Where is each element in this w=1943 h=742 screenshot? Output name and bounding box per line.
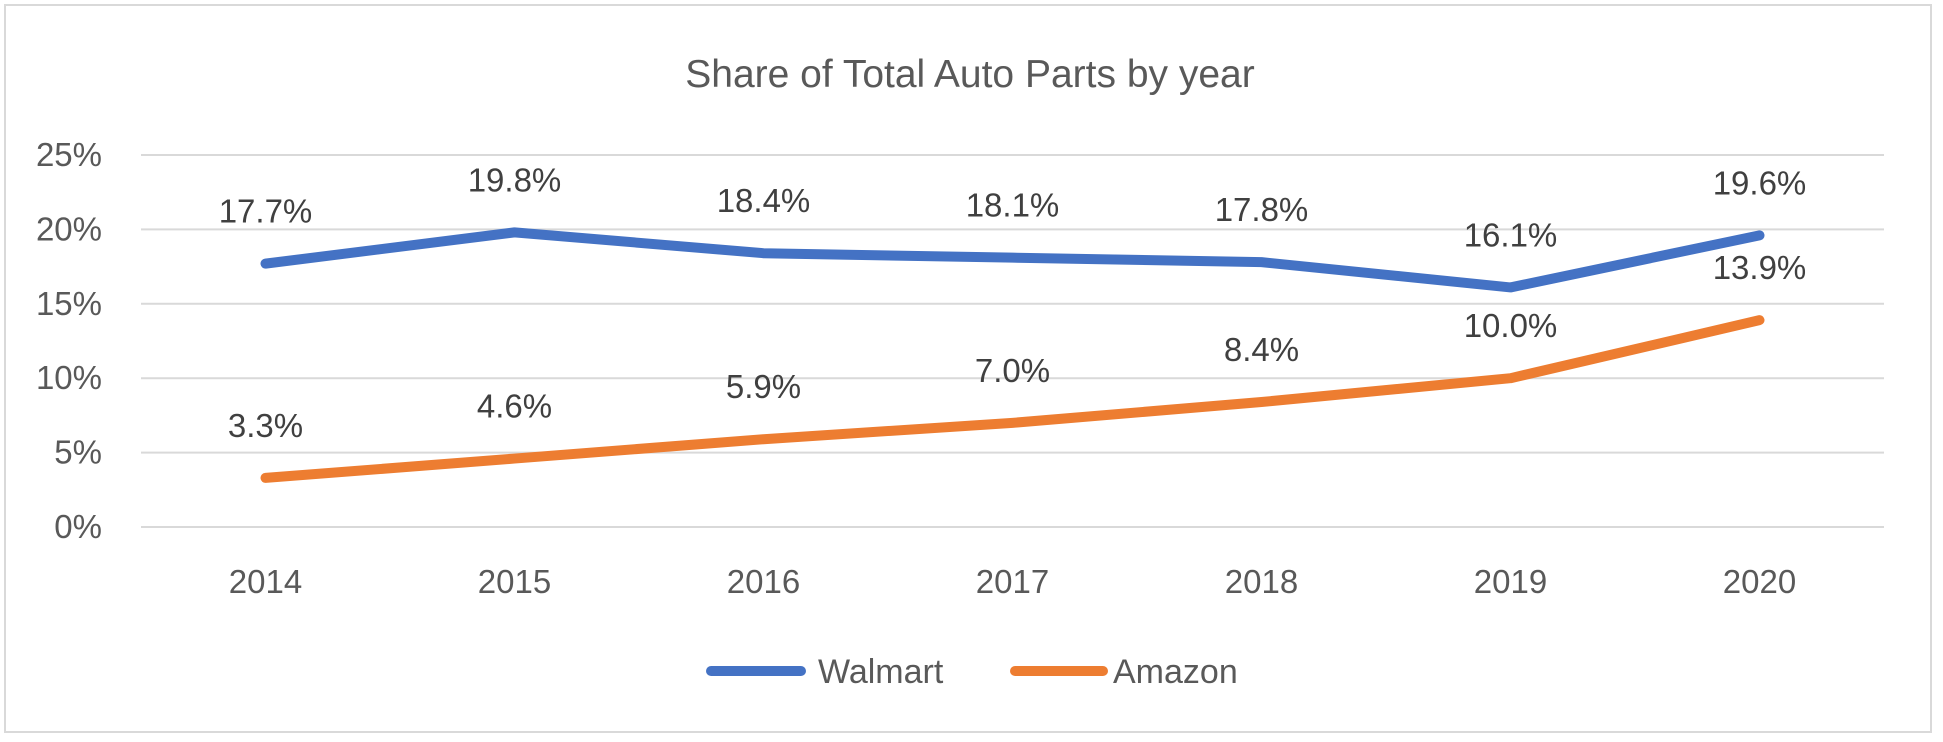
- walmart-data-label: 19.6%: [1713, 164, 1807, 201]
- legend: Walmart Amazon: [706, 653, 1238, 691]
- walmart-data-label: 17.8%: [1215, 191, 1309, 228]
- amazon-data-label: 7.0%: [975, 352, 1050, 389]
- legend-label: Walmart: [818, 653, 944, 691]
- y-tick-label: 25%: [36, 136, 102, 173]
- legend-item-amazon[interactable]: Amazon: [1010, 653, 1238, 691]
- walmart-data-label: 18.1%: [966, 187, 1060, 224]
- plot-series: [260, 227, 1765, 483]
- series-amazon: [260, 315, 1765, 483]
- x-tick-label: 2018: [1225, 563, 1298, 600]
- amazon-data-label: 8.4%: [1224, 331, 1299, 368]
- x-tick-label: 2015: [478, 563, 551, 600]
- y-tick-label: 20%: [36, 210, 102, 247]
- y-tick-label: 5%: [54, 434, 102, 471]
- legend-label: Amazon: [1113, 653, 1238, 691]
- data-labels: 17.7% 19.8% 18.4% 18.1% 17.8% 16.1% 19.6% 3.3% 4…: [219, 161, 1807, 444]
- walmart-data-label: 17.7%: [219, 193, 313, 230]
- y-tick-label: 15%: [36, 285, 102, 322]
- y-axis: 0% 5% 10% 15% 20% 25%: [36, 136, 102, 545]
- walmart-data-label: 19.8%: [468, 161, 562, 198]
- x-tick-label: 2019: [1474, 563, 1547, 600]
- amazon-data-label: 13.9%: [1713, 249, 1807, 286]
- y-tick-label: 0%: [54, 508, 102, 545]
- amazon-data-label: 3.3%: [228, 407, 303, 444]
- chart-title: Share of Total Auto Parts by year: [685, 53, 1254, 96]
- y-tick-label: 10%: [36, 359, 102, 396]
- walmart-data-label: 18.4%: [717, 182, 811, 219]
- amazon-data-label: 10.0%: [1464, 307, 1558, 344]
- x-tick-label: 2020: [1723, 563, 1796, 600]
- x-axis: 2014 2015 2016 2017 2018 2019 2020: [229, 563, 1796, 600]
- x-tick-label: 2014: [229, 563, 302, 600]
- chart-area: [4, 4, 1932, 733]
- amazon-data-label: 5.9%: [726, 368, 801, 405]
- gridlines: [141, 154, 1884, 528]
- amazon-data-label: 4.6%: [477, 388, 552, 425]
- x-tick-label: 2016: [727, 563, 800, 600]
- x-tick-label: 2017: [976, 563, 1049, 600]
- series-walmart: [260, 227, 1765, 293]
- legend-item-walmart[interactable]: Walmart: [706, 653, 944, 691]
- walmart-data-label: 16.1%: [1464, 216, 1558, 253]
